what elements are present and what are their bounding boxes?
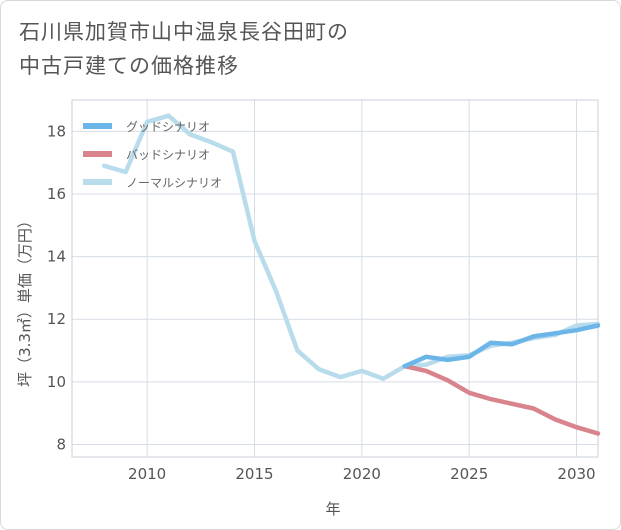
- y-tick-label: 12: [47, 310, 66, 328]
- y-tick-labels: 8 10 12 14 16 18: [47, 122, 66, 453]
- x-tick-label: 2015: [235, 465, 273, 483]
- chart-title-line-2: 中古戸建ての価格推移: [19, 54, 239, 78]
- x-tick-label: 2010: [128, 465, 166, 483]
- legend-label: グッドシナリオ: [126, 120, 210, 134]
- x-tick-label: 2030: [557, 465, 595, 483]
- legend-label: ノーマルシナリオ: [126, 176, 222, 190]
- chart-title: 石川県加賀市山中温泉長谷田町の 中古戸建ての価格推移: [19, 15, 349, 83]
- y-tick-label: 8: [56, 435, 66, 453]
- y-tick-label: 18: [47, 122, 66, 140]
- plot-border: [71, 99, 599, 458]
- x-tick-labels: 2010 2015 2020 2025 2030: [128, 465, 596, 483]
- series-line-1: [402, 363, 601, 436]
- x-tick-label: 2020: [343, 465, 381, 483]
- legend-label: バッドシナリオ: [126, 148, 210, 162]
- x-tick-label: 2025: [450, 465, 488, 483]
- x-axis-title: 年: [325, 500, 340, 518]
- chart-title-line-1: 石川県加賀市山中温泉長谷田町の: [19, 20, 349, 44]
- grid-lines: [71, 99, 599, 458]
- series-lines: [101, 113, 601, 436]
- y-tick-label: 16: [47, 185, 66, 203]
- y-axis-title: 坪（3.3㎡）単価（万円）: [16, 213, 34, 387]
- y-tick-label: 10: [47, 373, 66, 391]
- series-line-0: [402, 323, 601, 369]
- y-tick-label: 14: [47, 248, 66, 266]
- plot-area: [72, 100, 598, 457]
